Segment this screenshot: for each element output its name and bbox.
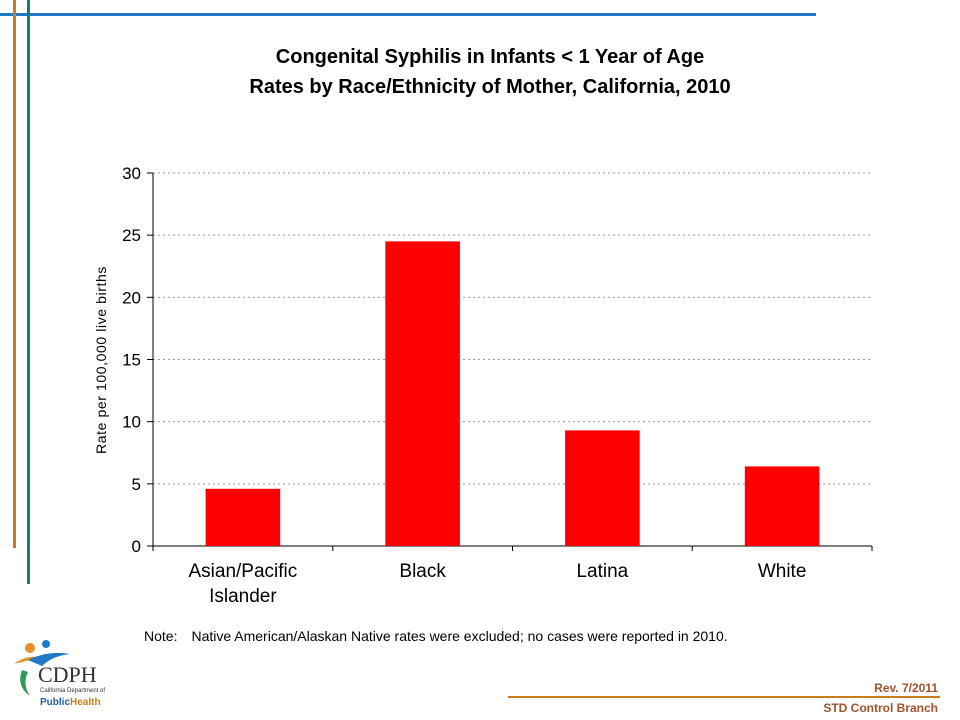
logo-figure-icon bbox=[14, 640, 70, 696]
logo-abbr: CDPH bbox=[38, 662, 97, 687]
y-tick-label: 0 bbox=[132, 537, 141, 556]
left-teal-line bbox=[27, 0, 30, 584]
y-tick-label: 25 bbox=[122, 226, 141, 245]
x-tick-label: Latina bbox=[576, 561, 628, 582]
branch-text: STD Control Branch bbox=[823, 701, 938, 715]
logo-health: Health bbox=[70, 697, 101, 708]
bar bbox=[744, 466, 820, 546]
note-label: Note: bbox=[144, 628, 178, 644]
tick-labels: 0 5 10 15 20 25 30 Asian/Pacific Islander Black La… bbox=[122, 164, 806, 607]
chart-title: Congenital Syphilis in Infants < 1 Year … bbox=[0, 42, 960, 102]
chart-note: Note: Native American/Alaskan Native rate… bbox=[144, 628, 728, 644]
logo-line1: California Department of bbox=[40, 688, 105, 694]
gridlines bbox=[153, 172, 872, 485]
cdph-logo: CDPH California Department of PublicHeal… bbox=[14, 640, 105, 708]
bar bbox=[205, 488, 281, 546]
svg-text:PublicHealth: PublicHealth bbox=[40, 697, 101, 708]
bar bbox=[565, 430, 640, 546]
x-tick-label: Black bbox=[399, 561, 446, 582]
y-tick-label: 5 bbox=[132, 475, 141, 494]
y-tick-label: 30 bbox=[122, 164, 141, 183]
y-tick-label: 15 bbox=[122, 351, 141, 370]
x-tick-label: Asian/Pacific bbox=[188, 561, 297, 582]
title-line-1: Congenital Syphilis in Infants < 1 Year … bbox=[275, 46, 705, 68]
revision-text: Rev. 7/2011 bbox=[874, 681, 938, 695]
x-tick-label: Islander bbox=[209, 586, 277, 607]
bar bbox=[385, 241, 460, 546]
y-tick-label: 20 bbox=[122, 288, 141, 307]
y-axis-label: Rate per 100,000 live births bbox=[93, 266, 109, 454]
left-orange-line bbox=[13, 0, 16, 548]
top-blue-line bbox=[0, 13, 816, 16]
x-tick-label: White bbox=[758, 561, 807, 582]
y-tick-label: 10 bbox=[122, 413, 141, 432]
logo-public: Public bbox=[40, 697, 70, 708]
footer-orange-line bbox=[508, 696, 940, 698]
note-text: Native American/Alaskan Native rates wer… bbox=[191, 628, 728, 644]
title-line-2: Rates by Race/Ethnicity of Mother, Calif… bbox=[249, 76, 731, 98]
bars bbox=[205, 241, 820, 546]
